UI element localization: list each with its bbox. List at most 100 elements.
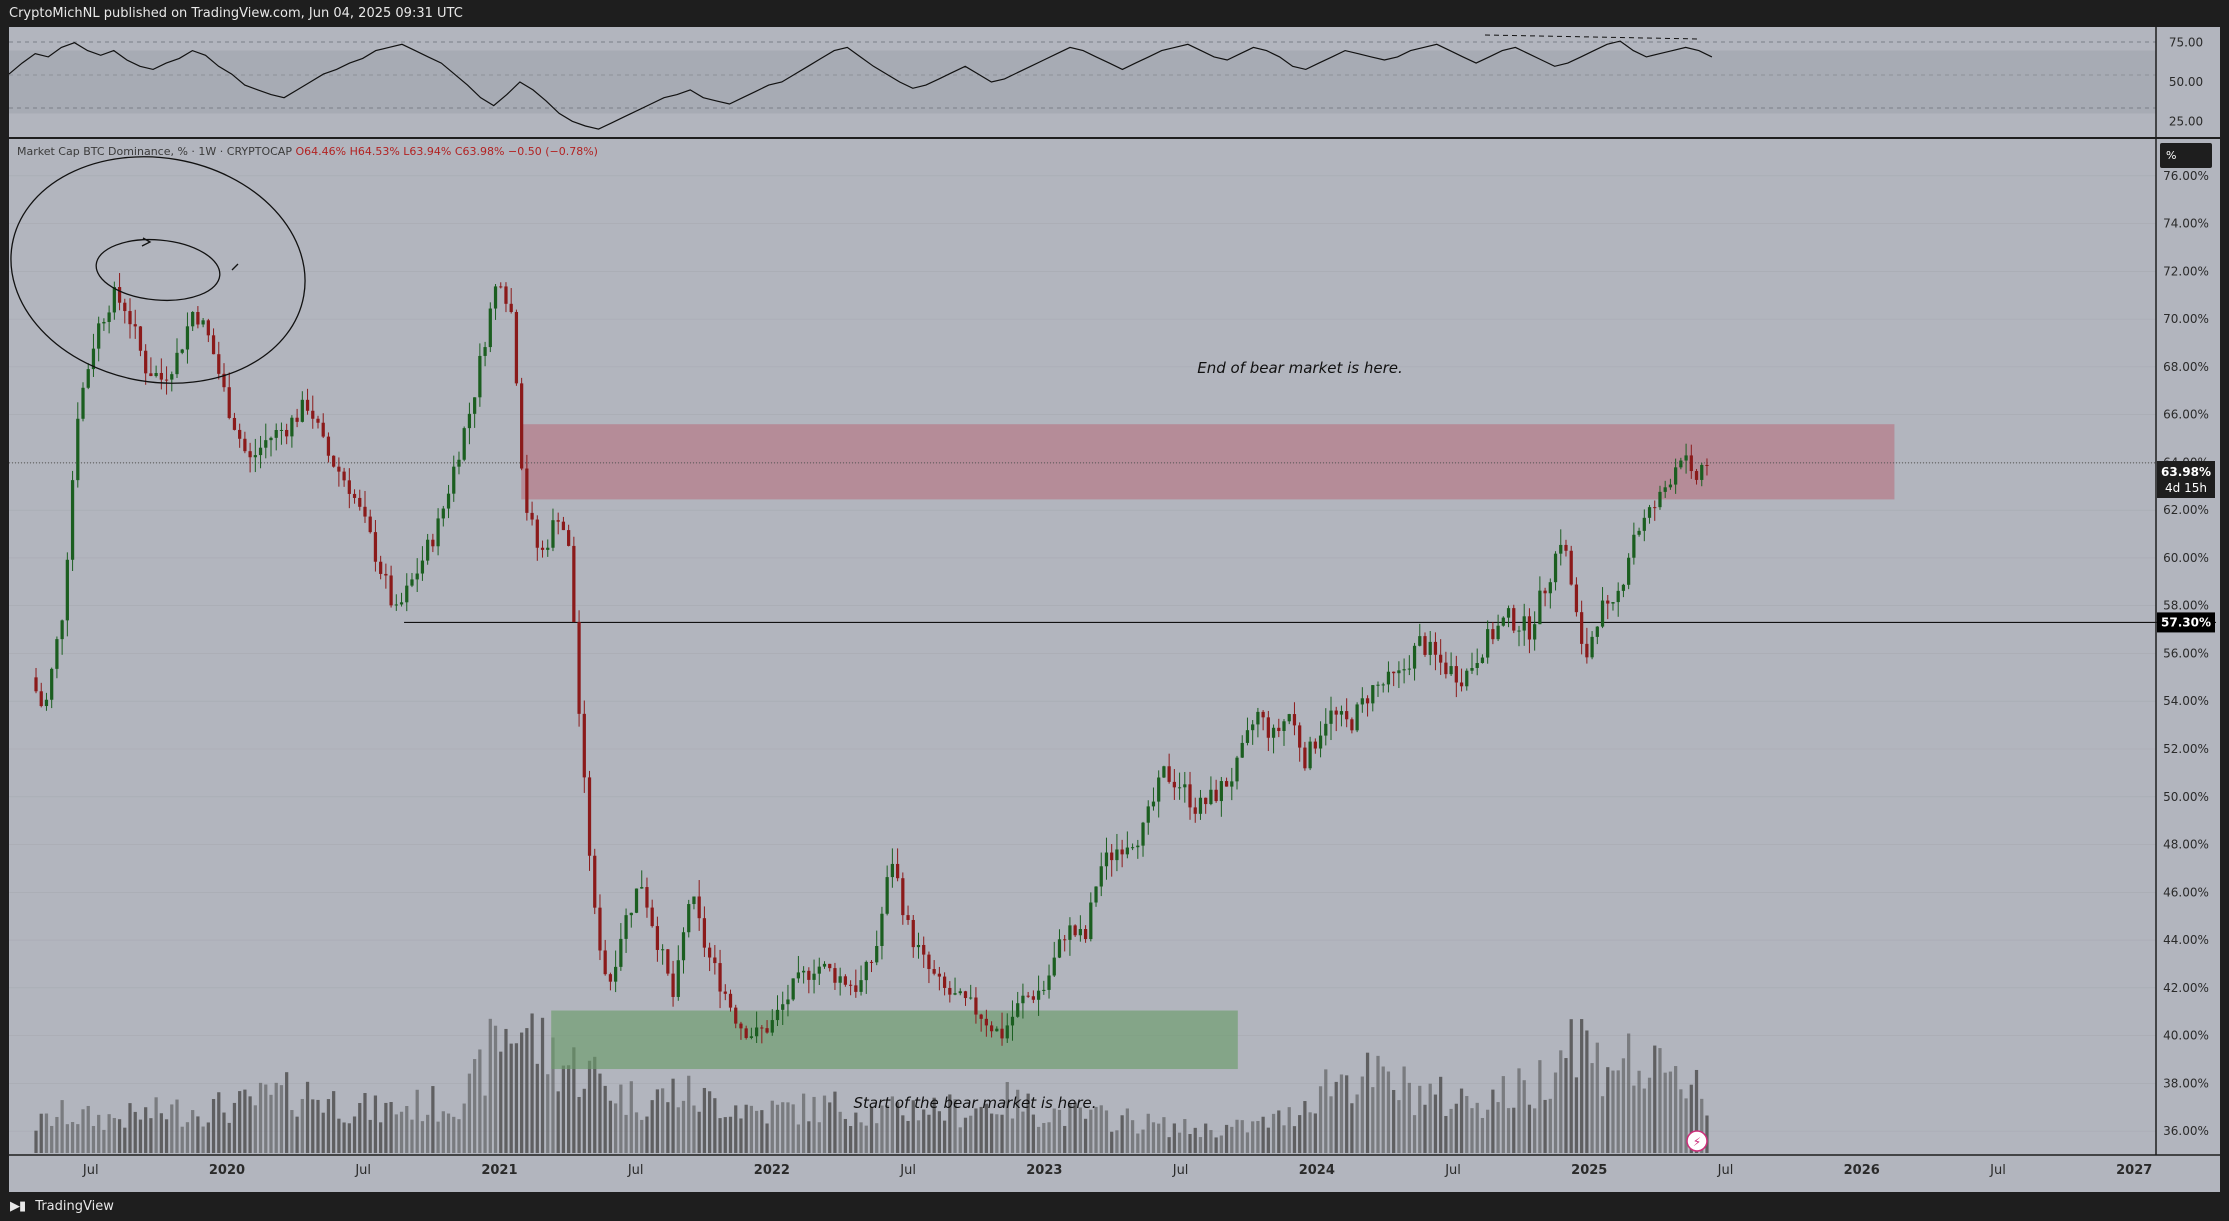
candle-body <box>384 573 388 576</box>
volume-bar <box>713 1098 717 1153</box>
volume-bar <box>201 1126 205 1153</box>
candle-body <box>290 417 294 437</box>
volume-bar <box>180 1126 184 1153</box>
volume-bar <box>1245 1132 1250 1153</box>
candle-body <box>1386 671 1391 685</box>
candle-body <box>1345 711 1349 720</box>
chart-area[interactable] <box>9 27 2220 1192</box>
footer-brand[interactable]: TradingView <box>35 1199 114 1214</box>
candle-body <box>1491 629 1495 640</box>
volume-bar <box>295 1116 299 1153</box>
candle-body <box>1016 1003 1020 1017</box>
candle-body <box>102 321 106 324</box>
candle-body <box>775 1009 780 1021</box>
rsi-tick-label: 50.00 <box>2169 75 2203 89</box>
volume-bar <box>561 1065 566 1153</box>
candle-body <box>206 320 210 336</box>
replay-icon[interactable]: ⚡ <box>1686 1130 1708 1152</box>
volume-bar <box>650 1100 654 1153</box>
volume-bar <box>614 1103 618 1153</box>
legend-high: H64.53% <box>349 145 400 158</box>
candle-body <box>1256 711 1260 725</box>
hand-drawn-circles[interactable] <box>0 134 323 406</box>
hline-price-label: 57.30% <box>2157 612 2215 633</box>
volume-bar <box>1694 1069 1699 1153</box>
time-tick-label: 2020 <box>209 1163 245 1178</box>
volume-bar <box>598 1073 602 1153</box>
support-zone[interactable] <box>551 1010 1238 1070</box>
volume-bar <box>352 1116 357 1153</box>
candle-body <box>817 966 821 974</box>
candle-body <box>1496 625 1500 640</box>
candle-body <box>1339 711 1344 715</box>
candle-body <box>1026 995 1030 997</box>
candle-body <box>1146 806 1150 823</box>
price-scale-unit-button[interactable]: % <box>2160 143 2212 168</box>
volume-bar <box>1083 1118 1088 1153</box>
candle-body <box>446 493 451 509</box>
volume-bar <box>211 1098 216 1153</box>
candle-body <box>687 904 691 933</box>
annotation-start-bear[interactable]: Start of the bear market is here. <box>853 1094 1096 1112</box>
volume-bar <box>1282 1125 1286 1153</box>
volume-bar <box>431 1086 435 1153</box>
volume-bar <box>473 1059 477 1153</box>
svg-text:⚡: ⚡ <box>1693 1135 1701 1149</box>
volume-bar <box>191 1110 195 1153</box>
candle-body <box>1470 668 1474 671</box>
candle-body <box>520 383 524 469</box>
volume-bar <box>775 1104 780 1153</box>
candle-body <box>1172 781 1176 788</box>
candle-body <box>875 945 879 963</box>
volume-bar <box>1705 1115 1709 1153</box>
volume-bar <box>1287 1107 1291 1153</box>
volume-bar <box>838 1111 842 1153</box>
volume-bar <box>232 1102 237 1153</box>
candle-body <box>1188 784 1192 808</box>
candle-body <box>1042 989 1046 991</box>
volume-bar <box>175 1099 179 1153</box>
volume-bar <box>117 1119 122 1153</box>
volume-bar <box>1167 1137 1171 1153</box>
candle-body <box>765 1028 769 1033</box>
candle-body <box>1057 939 1062 958</box>
candle-body <box>1465 670 1469 687</box>
volume-bar <box>1475 1102 1479 1153</box>
volume-bar <box>953 1099 957 1153</box>
volume-bar <box>149 1118 153 1153</box>
candle-body <box>624 915 628 939</box>
annotation-end-bear[interactable]: End of bear market is here. <box>1197 359 1403 377</box>
volume-bar <box>358 1103 362 1153</box>
volume-bar <box>1355 1094 1359 1153</box>
candle-body <box>488 308 492 348</box>
volume-bar <box>1177 1132 1182 1153</box>
candle-body <box>1005 1025 1009 1039</box>
volume-bar <box>765 1123 769 1153</box>
candle-body <box>864 961 868 981</box>
candle-body <box>922 944 926 955</box>
candle-body <box>989 1025 994 1032</box>
volume-bar <box>1454 1103 1458 1153</box>
volume-bar <box>1292 1126 1297 1153</box>
time-tick-label: Jul <box>899 1163 916 1178</box>
tradingview-logo-icon[interactable]: ▶▮ <box>10 1199 26 1214</box>
volume-bar <box>452 1116 456 1153</box>
candle-body <box>191 311 195 327</box>
resistance-zone[interactable] <box>521 424 1895 500</box>
candle-body <box>676 960 680 997</box>
candle-body <box>911 919 915 948</box>
candle-body <box>666 949 670 974</box>
candle-body <box>1151 801 1156 807</box>
candle-body <box>258 447 263 456</box>
candle-body <box>107 312 111 322</box>
volume-bar <box>556 1091 560 1153</box>
candle-body <box>598 907 602 951</box>
price-tick-label: 70.00% <box>2163 312 2209 326</box>
candle-body <box>1428 641 1432 655</box>
volume-bar <box>540 1017 545 1153</box>
volume-bar <box>1172 1123 1176 1153</box>
candle-body <box>415 573 419 580</box>
candle-body <box>426 539 430 561</box>
candle-body <box>1407 668 1411 670</box>
